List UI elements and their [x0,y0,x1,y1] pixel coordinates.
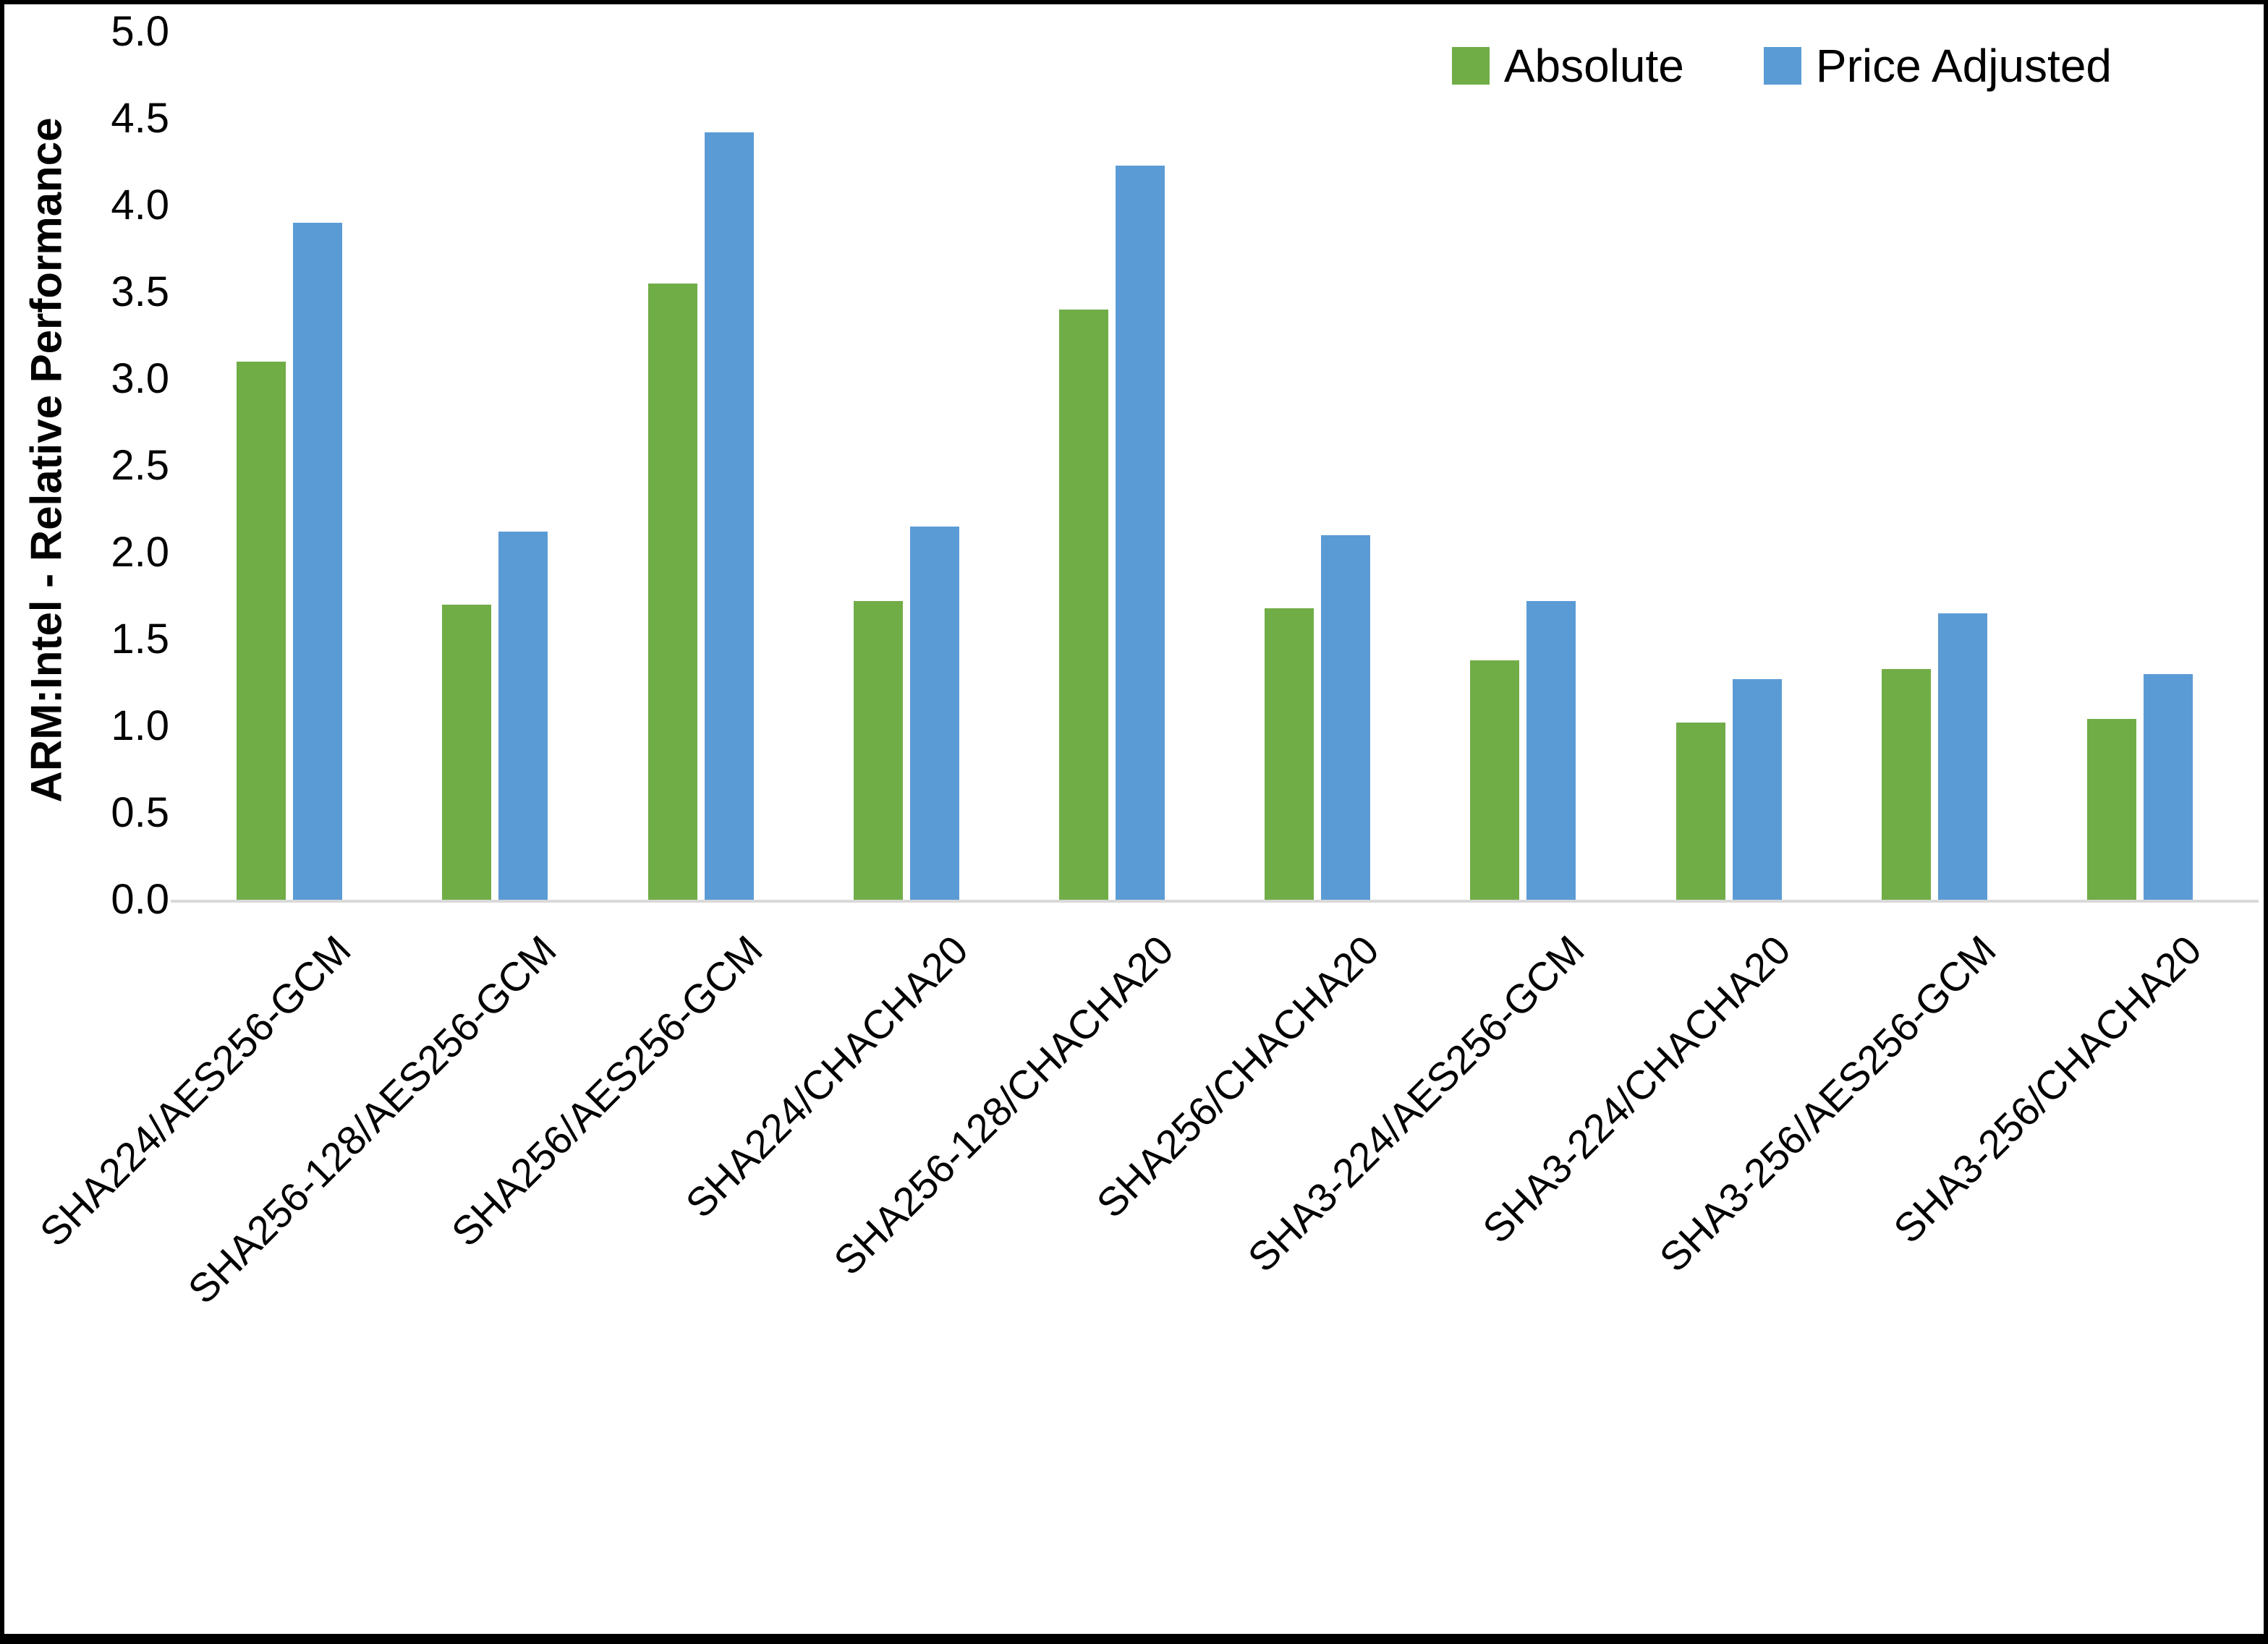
bar-absolute [2086,719,2136,900]
legend-swatch-icon [1763,47,1801,85]
bar-absolute [1881,668,1931,900]
bar-absolute [1265,608,1314,900]
bar-price-adjusted [498,532,548,900]
chart-legend: Absolute Price Adjusted [1451,39,2112,93]
legend-item-price-adjusted: Price Adjusted [1763,39,2112,93]
bar-absolute [442,605,492,900]
bar-price-adjusted [1526,601,1576,900]
y-tick-label: 4.5 [111,95,169,142]
y-tick-label: 0.5 [111,789,169,836]
x-category-label: SHA3-256/AES256-GCM [1650,927,2005,1281]
bar-absolute [1470,660,1520,900]
y-tick-label: 1.5 [111,616,169,663]
bar-price-adjusted [1115,165,1165,900]
legend-label: Absolute [1503,40,1684,92]
y-tick-label: 1.0 [111,702,169,749]
bar-price-adjusted [293,223,343,900]
bar-price-adjusted [704,132,754,900]
bar-absolute [237,362,286,900]
y-tick-label: 2.0 [111,529,169,576]
bar-price-adjusted [1937,613,1987,900]
bar-absolute [1058,310,1108,900]
legend-item-absolute: Absolute [1451,39,1684,93]
y-tick-label: 3.0 [111,355,169,402]
x-category-label: SHA3-224/AES256-GCM [1239,927,1594,1281]
y-tick-label: 5.0 [111,8,169,55]
bar-price-adjusted [1732,679,1782,900]
y-tick-label: 3.5 [111,268,169,315]
x-category-label: SHA256-128/AES256-GCM [179,927,566,1313]
legend-swatch-icon [1451,47,1490,85]
x-category-label: SHA256-128/CHACHA20 [825,927,1182,1284]
y-tick-label: 4.0 [111,182,169,229]
y-tick-label: 2.5 [111,442,169,489]
bar-absolute [1675,723,1725,900]
bar-absolute [647,284,697,900]
bar-price-adjusted [909,527,959,900]
legend-label: Price Adjusted [1815,40,2112,92]
bar-absolute [853,601,903,900]
bar-price-adjusted [2143,674,2193,900]
y-tick-label: 0.0 [111,876,169,923]
x-axis-baseline [171,900,2259,903]
bar-price-adjusted [1321,535,1371,900]
